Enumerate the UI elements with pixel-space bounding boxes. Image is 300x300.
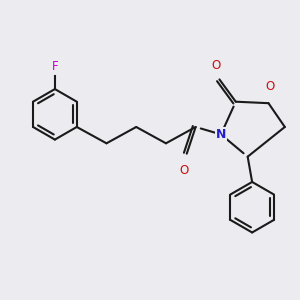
Text: O: O bbox=[212, 59, 221, 72]
Text: N: N bbox=[216, 128, 226, 141]
Text: O: O bbox=[179, 164, 188, 177]
Text: F: F bbox=[52, 60, 58, 73]
Text: O: O bbox=[265, 80, 274, 93]
